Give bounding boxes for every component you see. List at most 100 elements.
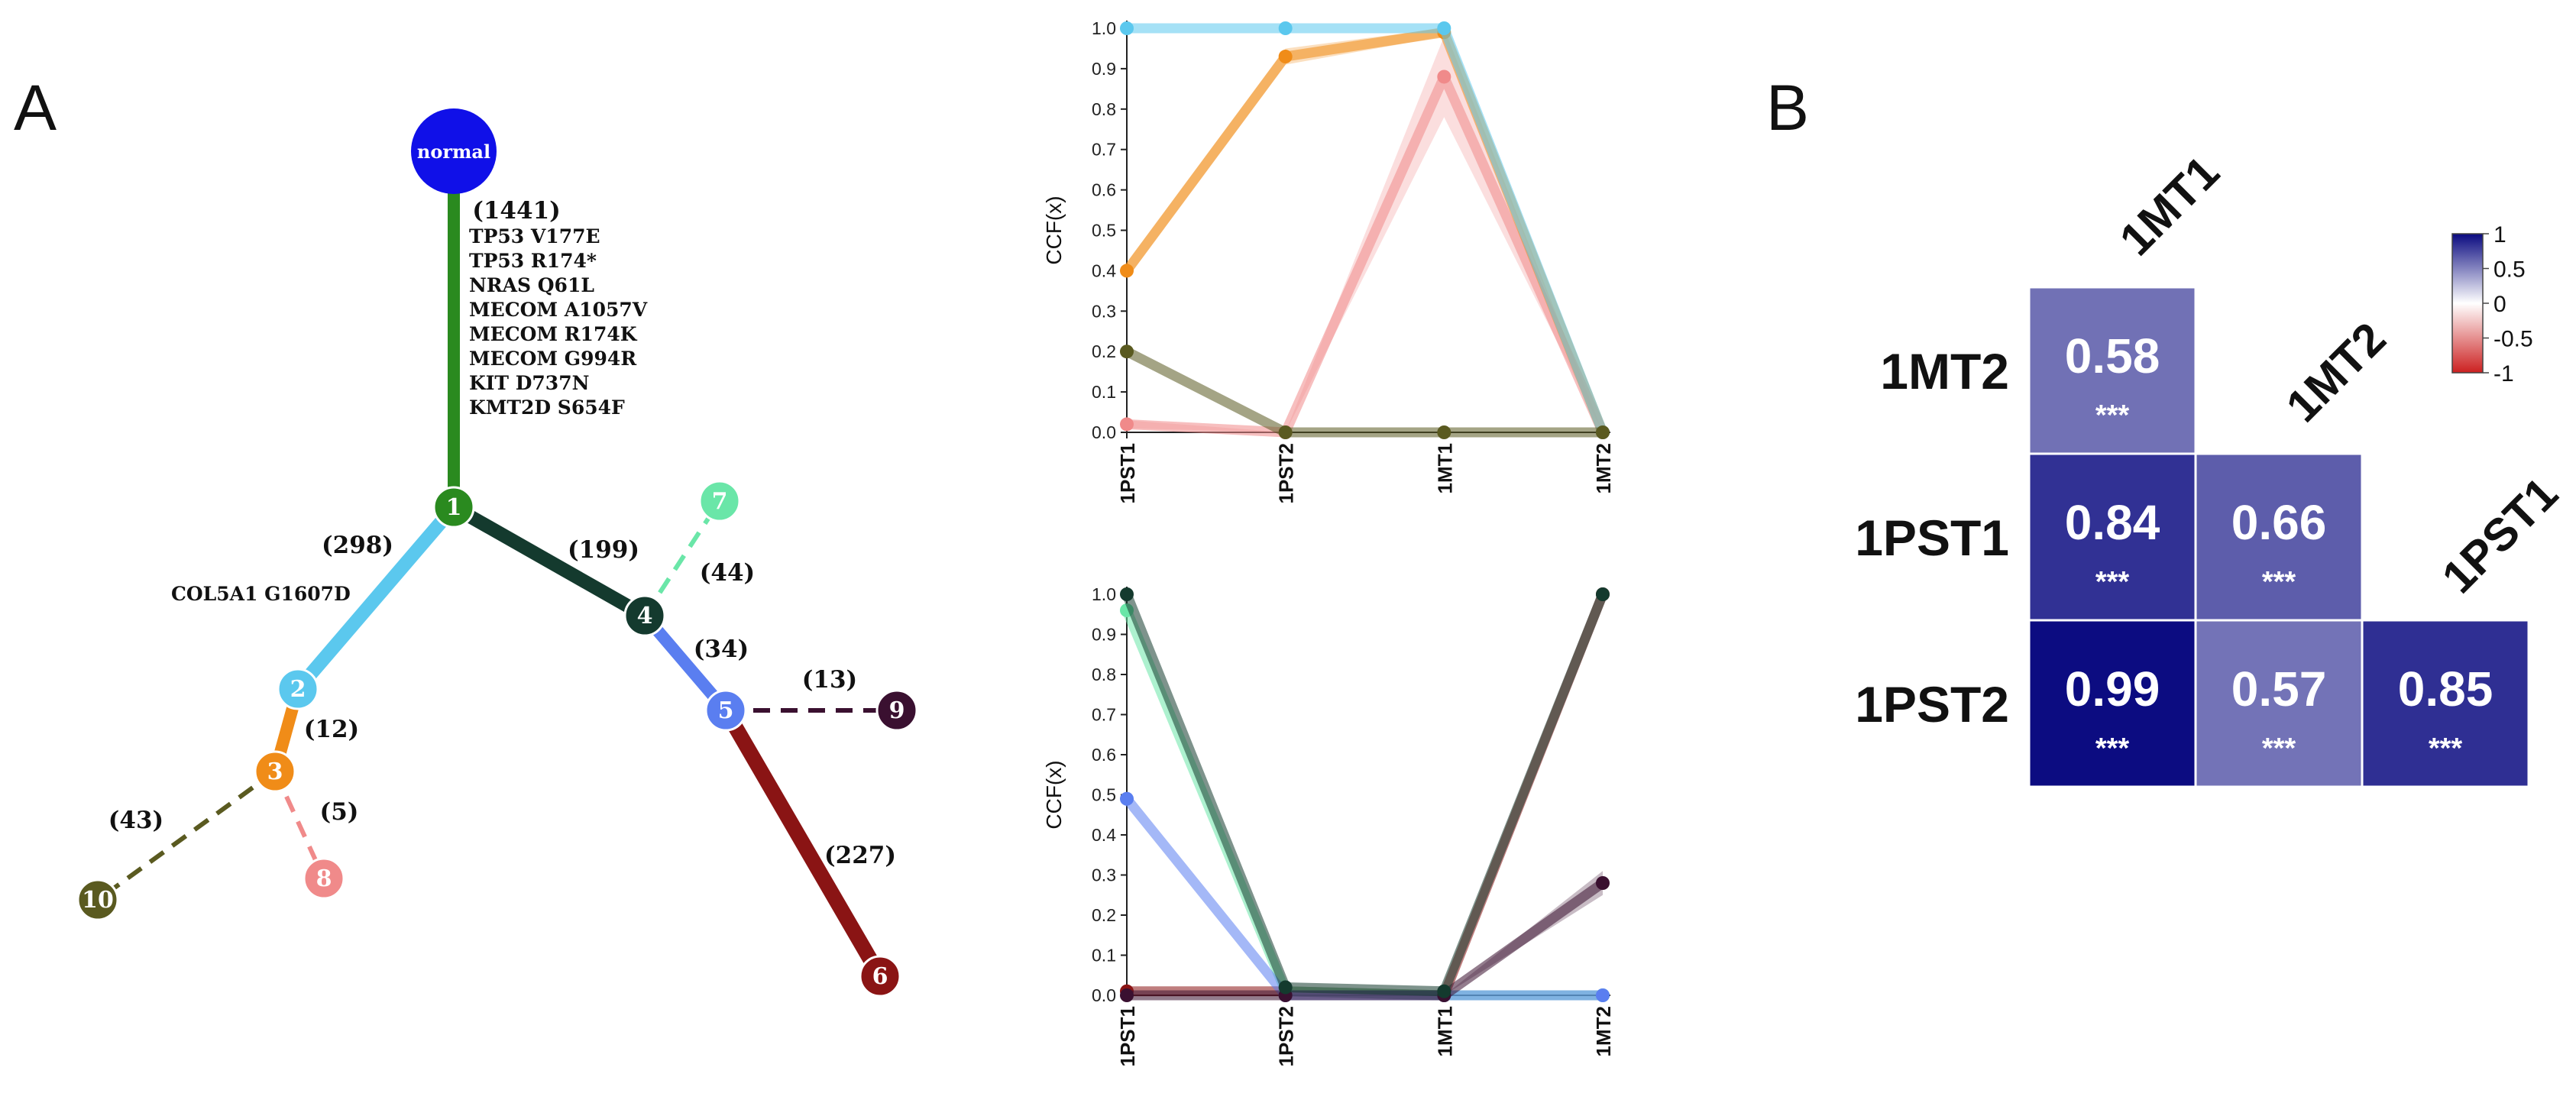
heatmap-signif: *** <box>2262 733 2296 765</box>
ccf-point-clone-4 <box>1278 980 1293 995</box>
ccf-point-clone-2 <box>1437 21 1451 35</box>
ccf-point-clone-10 <box>1437 425 1451 439</box>
edge-label-4: (199) <box>568 536 639 564</box>
tree-node-label-1: 1 <box>446 494 462 521</box>
ccf-line-clone-8 <box>1126 71 1607 438</box>
tree-node-label-6: 6 <box>872 963 888 990</box>
ccf-point-clone-3 <box>1120 264 1134 278</box>
correlation-heatmap: 0.58 *** 0.84 *** 0.66 *** 0.99 *** 0.57 *** 0.85 *… <box>1855 146 2568 788</box>
heatmap-row-label: 1PST2 <box>1855 676 2009 733</box>
ccf-point-clone-10 <box>1596 425 1610 439</box>
edge-label-5: (34) <box>694 636 749 663</box>
tree-edge-1-2 <box>293 503 459 694</box>
heatmap-cell <box>2361 619 2530 788</box>
heatmap-col-label: 1MT2 <box>2277 312 2396 432</box>
tree-node-8 <box>303 857 345 900</box>
tree-node-5 <box>704 689 747 732</box>
colorbar-tick-label: 0.5 <box>2493 257 2526 283</box>
tree-edge-1-4 <box>450 501 649 622</box>
x-tick-label: 1MT1 <box>1433 443 1456 493</box>
colorbar-tick-label: 0 <box>2493 292 2506 317</box>
y-tick-label: 1.0 <box>1092 584 1116 604</box>
panel-label-b: B <box>1766 72 1809 144</box>
ccf-point-clone-10 <box>1120 345 1134 359</box>
ccf-line-clone-3 <box>1122 27 1608 435</box>
y-tick-label: 0.8 <box>1092 99 1116 119</box>
x-tick-label: 1MT2 <box>1592 443 1615 493</box>
ccf-line-clone-4 <box>1121 592 1608 997</box>
y-tick-label: 0.9 <box>1092 59 1116 79</box>
colorbar-tick-label: -0.5 <box>2493 327 2533 352</box>
ccf-line-clone-5 <box>1122 795 1603 1001</box>
colorbar-gradient <box>2451 233 2484 374</box>
tree-edges <box>96 151 897 981</box>
edge-label-7: (44) <box>700 559 755 587</box>
tree-node-1 <box>432 486 475 529</box>
y-axis-label: CCF(x) <box>1042 196 1066 264</box>
y-tick-label: 0.7 <box>1092 140 1116 160</box>
y-tick-label: 0.6 <box>1092 745 1116 765</box>
edge-label-2: (298) <box>322 532 393 559</box>
edge-label-1: (1441) <box>472 197 561 225</box>
trunk-mutation: MECOM A1057V <box>469 299 648 321</box>
edge-label-10: (43) <box>108 807 163 834</box>
heatmap-col-label: 1MT1 <box>2110 146 2229 265</box>
x-tick-label: 1PST1 <box>1116 1006 1139 1067</box>
heatmap-value: 0.57 <box>2231 662 2327 717</box>
tree-node-7 <box>698 480 741 522</box>
tree-node-label-normal: normal <box>417 141 490 163</box>
trunk-mutation: KMT2D S654F <box>469 396 625 419</box>
ccf-band-clone-3 <box>1127 28 1603 432</box>
heatmap-value: 0.85 <box>2398 662 2493 717</box>
heatmap-value: 0.84 <box>2065 495 2160 550</box>
tree-node-label-7: 7 <box>712 488 728 515</box>
tree-edge-labels: (1441) (298) (199) (12) (43) (5) (44) (34) (13) (… <box>108 197 896 869</box>
ccf-point-clone-3 <box>1278 50 1293 64</box>
tree-node-label-3: 3 <box>267 759 283 785</box>
tree-node-label-10: 10 <box>82 887 114 914</box>
tree-edge-3-10 <box>96 769 277 902</box>
branch-mutation: COL5A1 G1607D <box>171 583 351 605</box>
ccf-point-clone-8 <box>1437 70 1451 84</box>
heatmap-cell <box>2194 452 2364 622</box>
heatmap-signif: *** <box>2095 566 2130 598</box>
panel-label-a: A <box>14 72 57 144</box>
tree-node-label-5: 5 <box>718 697 734 724</box>
heatmap-value: 0.99 <box>2065 662 2160 717</box>
clonal-tree: normal 1 2 3 4 5 6 7 8 9 10 (1441) (298) (199) (12) (4… <box>76 108 918 998</box>
tree-mutation-labels: TP53 V177E TP53 R174*NRAS Q61L MECOM A1057… <box>171 225 648 605</box>
ccf-point-clone-2 <box>1120 21 1134 35</box>
heatmap-cell <box>2027 619 2197 788</box>
ccf-point-clone-4 <box>1120 587 1134 601</box>
y-tick-label: 0.5 <box>1092 221 1116 241</box>
heatmap-cell <box>2027 452 2197 622</box>
heatmap-col-label: 1PST1 <box>2432 467 2568 603</box>
y-tick-label: 0.4 <box>1092 260 1116 280</box>
trunk-mutation: MECOM G994R <box>469 348 636 370</box>
ccf-line-clone-9 <box>1127 878 1606 1001</box>
trunk-mutation: NRAS Q61L <box>469 274 594 296</box>
ccf-point-clone-4 <box>1596 587 1610 601</box>
tree-node-10 <box>76 878 119 921</box>
heatmap-value: 0.58 <box>2065 328 2160 383</box>
y-tick-label: 0.7 <box>1092 705 1116 725</box>
heatmap-cell <box>2194 619 2364 788</box>
tree-edge-4-7 <box>642 500 722 617</box>
colorbar: 1 0.5 0 -0.5 -1 <box>2451 222 2533 387</box>
y-tick-label: 0.2 <box>1092 341 1116 361</box>
y-tick-label: 0.4 <box>1092 825 1116 845</box>
trunk-mutation: TP53 R174* <box>469 250 597 272</box>
ccf-band-clone-8 <box>1127 36 1603 432</box>
ccf-line-clone-2 <box>1127 23 1608 435</box>
y-tick-label: 0.3 <box>1092 301 1116 321</box>
edge-label-3: (12) <box>304 716 359 743</box>
edge-label-9: (13) <box>802 666 857 694</box>
x-tick-label: 1PST1 <box>1116 443 1139 504</box>
y-tick-label: 0.9 <box>1092 625 1116 645</box>
y-tick-label: 0.6 <box>1092 180 1116 200</box>
tree-node-2 <box>277 668 319 710</box>
y-axis-label: CCF(x) <box>1042 760 1066 829</box>
heatmap-value: 0.66 <box>2231 495 2327 550</box>
y-tick-label: 0.5 <box>1092 785 1116 805</box>
